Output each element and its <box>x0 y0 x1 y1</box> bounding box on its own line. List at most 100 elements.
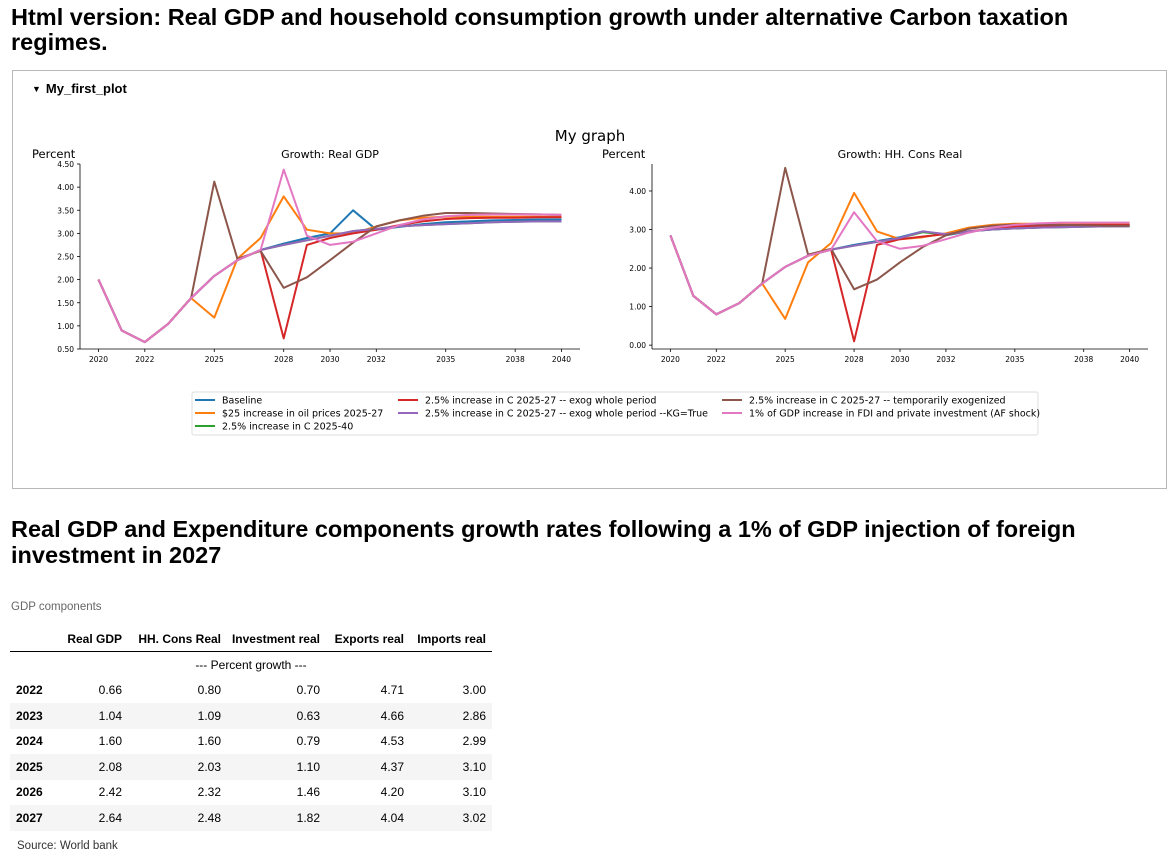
x-tick-label: 2040 <box>552 355 571 364</box>
caret-down-icon: ▼ <box>32 83 41 94</box>
series-line <box>669 223 1130 343</box>
table-cell: 1.04 <box>98 708 122 723</box>
x-tick-label: 2030 <box>890 355 909 364</box>
table-row: 2027 2.64 2.48 1.82 4.04 3.02 <box>10 805 492 831</box>
row-header-year: 2022 <box>16 683 43 698</box>
table-cell: 1.46 <box>296 785 320 800</box>
x-tick-label: 2038 <box>506 355 525 364</box>
table-source: Source: World bank <box>17 840 118 852</box>
table-cell: 0.63 <box>296 708 320 723</box>
plot-toggle[interactable]: ▼ My_first_plot <box>32 81 127 96</box>
y-tick-label: 0.00 <box>629 341 646 350</box>
legend-label: 1% of GDP increase in FDI and private in… <box>749 409 1040 420</box>
table-cell: 1.60 <box>197 734 221 749</box>
table-cell: 1.60 <box>98 734 122 749</box>
table-cell: 0.79 <box>296 734 320 749</box>
series-line <box>669 191 1130 320</box>
y-tick-label: 1.00 <box>57 322 74 331</box>
legend-label: 2.5% increase in C 2025-27 -- temporaril… <box>749 396 1006 407</box>
table-cell: 0.80 <box>197 683 221 698</box>
row-header-year: 2023 <box>16 708 43 723</box>
y-tick-label: 4.00 <box>57 183 74 192</box>
table-cell: 2.48 <box>197 810 221 825</box>
table-header-row: Real GDP HH. Cons Real Investment real E… <box>10 627 492 652</box>
y-tick-label: 4.00 <box>629 187 646 196</box>
table-row: 2023 1.04 1.09 0.63 4.66 2.86 <box>10 703 492 729</box>
chart: My graph Growth: Real GDP Percent 0.50 1.00 1… <box>32 127 1148 436</box>
y-tick-label: 2.00 <box>629 264 646 273</box>
col-header-hh-cons: HH. Cons Real <box>128 627 227 652</box>
series-line <box>97 168 562 344</box>
x-tick-label: 2025 <box>776 355 795 364</box>
table-row: 2024 1.60 1.60 0.79 4.53 2.99 <box>10 729 492 755</box>
x-tick-label: 2035 <box>436 355 455 364</box>
table-row: 2025 2.08 2.03 1.10 4.37 3.10 <box>10 754 492 780</box>
table-cell: 0.66 <box>98 683 122 698</box>
series-line <box>97 180 562 344</box>
x-tick-label: 2035 <box>1005 355 1024 364</box>
table-cell: 3.10 <box>462 759 486 774</box>
table-cell: 3.10 <box>462 785 486 800</box>
x-tick-label: 2020 <box>89 355 108 364</box>
y-tick-label: 1.00 <box>629 303 646 312</box>
table-cell: 1.09 <box>197 708 221 723</box>
y-tick-label: 3.00 <box>629 226 646 235</box>
x-tick-label: 2022 <box>135 355 154 364</box>
series-line <box>97 209 562 344</box>
x-tick-label: 2032 <box>367 355 386 364</box>
y-tick-label: 1.50 <box>57 299 74 308</box>
table-cell: 1.10 <box>296 759 320 774</box>
x-tick-label: 2030 <box>320 355 339 364</box>
x-tick-label: 2028 <box>274 355 293 364</box>
y-axis-label: Percent <box>32 147 76 161</box>
x-tick-label: 2040 <box>1120 355 1139 364</box>
plot-toggle-label: My_first_plot <box>45 81 127 96</box>
col-header-imports: Imports real <box>410 627 492 652</box>
table-cell: 2.32 <box>197 785 221 800</box>
table-row: 2022 0.66 0.80 0.70 4.71 3.00 <box>10 678 492 704</box>
y-tick-label: 2.50 <box>57 253 74 262</box>
panel-title: Growth: Real GDP <box>281 148 379 161</box>
x-tick-label: 2032 <box>936 355 955 364</box>
y-tick-label: 4.50 <box>57 160 74 169</box>
y-tick-label: 3.00 <box>57 229 74 238</box>
table-cell: 2.42 <box>98 785 122 800</box>
chart-suptitle: My graph <box>555 127 626 145</box>
col-header-exports: Exports real <box>326 627 410 652</box>
row-header-year: 2027 <box>16 810 43 825</box>
row-header-year: 2026 <box>16 785 43 800</box>
legend-label: 2.5% increase in C 2025-27 -- exog whole… <box>425 396 656 407</box>
col-header-real-gdp: Real GDP <box>56 627 128 652</box>
col-header-investment: Investment real <box>227 627 326 652</box>
table-cell: 0.70 <box>296 683 320 698</box>
table-cell: 4.04 <box>380 810 404 825</box>
y-axis-label: Percent <box>602 147 646 161</box>
table-cell: 4.53 <box>380 734 404 749</box>
table-cell: 2.86 <box>462 708 486 723</box>
y-tick-label: 0.50 <box>57 345 74 354</box>
row-header-year: 2025 <box>16 759 43 774</box>
legend-label: $25 increase in oil prices 2025-27 <box>222 409 383 420</box>
x-tick-label: 2020 <box>661 355 680 364</box>
series-line <box>669 166 1130 316</box>
legend-label: 2.5% increase in C 2025-40 <box>222 422 353 433</box>
table-cell: 2.03 <box>197 759 221 774</box>
legend-box <box>191 391 1039 436</box>
table-caption: GDP components <box>11 601 102 613</box>
section-title: Real GDP and Expenditure components grow… <box>11 516 1076 568</box>
table-cell: 4.37 <box>380 759 404 774</box>
y-tick-label: 2.00 <box>57 276 74 285</box>
unit-note-row: --- Percent growth --- <box>10 652 492 678</box>
table-row: 2026 2.42 2.32 1.46 4.20 3.10 <box>10 780 492 806</box>
table-cell: 3.00 <box>462 683 486 698</box>
table-cell: 4.66 <box>380 708 404 723</box>
x-tick-label: 2022 <box>707 355 726 364</box>
legend-label: Baseline <box>222 396 262 407</box>
x-tick-label: 2025 <box>205 355 224 364</box>
table-cell: 2.99 <box>462 734 486 749</box>
page-title: Html version: Real GDP and household con… <box>11 4 1069 55</box>
x-tick-label: 2028 <box>845 355 864 364</box>
unit-note: --- Percent growth --- <box>195 657 307 672</box>
gdp-components-table: Real GDP HH. Cons Real Investment real E… <box>10 627 492 831</box>
table-cell: 4.71 <box>380 683 404 698</box>
